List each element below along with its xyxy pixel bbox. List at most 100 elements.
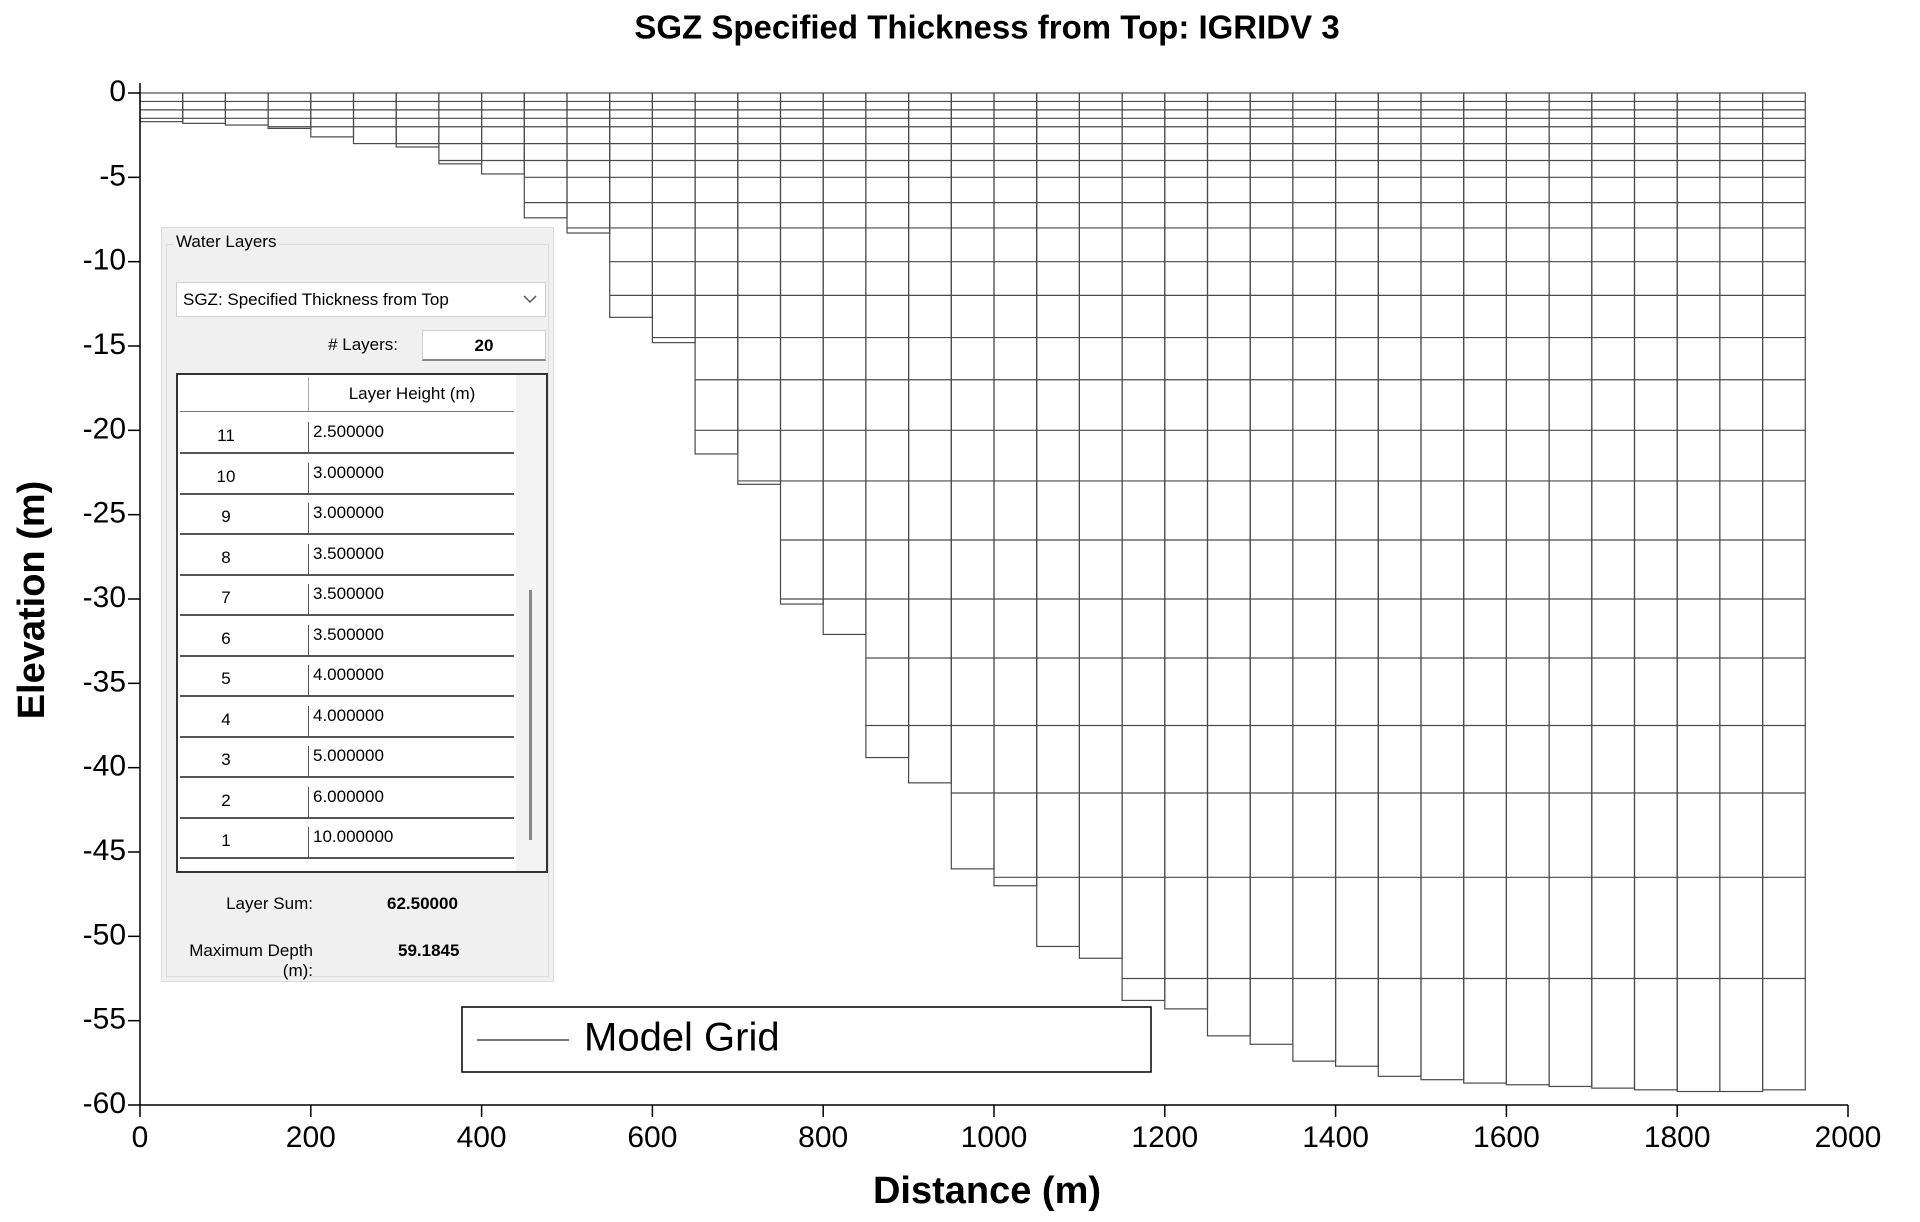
x-tick-label: 600 [627,1121,677,1154]
table-row[interactable]: 1 10.000000 [180,817,514,859]
y-tick-label: 0 [109,75,126,108]
grid-column [1292,92,1337,1062]
grid-column [779,92,824,605]
grid-column [1591,92,1636,1089]
grid-column [1334,92,1379,1067]
grid-column [651,92,696,344]
grid-column [1206,92,1251,1037]
grid-column [1036,92,1080,948]
x-tick-label: 400 [457,1121,507,1154]
max-depth-value: 59.1845 [398,941,460,960]
grid-column [139,92,184,123]
x-axis-label: Distance (m) [873,1170,1101,1212]
layer-height: 3.500000 [308,584,513,614]
y-tick-label: -55 [83,1003,126,1036]
layer-height: 5.000000 [308,746,513,776]
table-row[interactable]: 4 4.000000 [180,696,514,738]
grid-column [310,92,355,138]
y-tick-label: -30 [83,581,126,614]
group-title: Water Layers [174,232,279,252]
grid-column [1420,92,1465,1081]
x-tick-label: 1600 [1473,1121,1540,1154]
method-dropdown[interactable]: SGZ: Specified Thickness from Top [176,282,546,317]
scroll-thumb[interactable] [529,590,532,840]
table-row[interactable]: 6 3.500000 [180,615,514,657]
layer-number: 11 [217,426,235,445]
table-row[interactable]: 9 3.000000 [180,493,514,535]
table-row[interactable]: 5 4.000000 [180,655,514,697]
layer-number: 9 [221,507,231,526]
x-tick-label: 0 [132,1121,149,1154]
grid-column [566,92,611,234]
grid-column [481,92,525,175]
layer-number: 1 [221,831,231,850]
table-row[interactable]: 11 2.500000 [180,412,514,454]
grid-column [1548,92,1593,1088]
model-grid [139,92,1806,1093]
chevron [523,295,537,304]
table-header: Layer Height (m) [180,377,514,412]
legend-box [461,1006,1152,1073]
x-tick-label: 1400 [1302,1121,1369,1154]
grid-column [822,92,867,636]
grid-column [1164,92,1209,1010]
layer-height: 3.000000 [308,462,513,493]
grid-column [523,92,568,219]
table-row[interactable]: 8 3.500000 [180,534,514,576]
table-row[interactable]: 7 3.500000 [180,574,514,616]
layers-input[interactable]: 20 [422,330,546,361]
layer-number: 5 [221,669,231,688]
layer-height: 10.000000 [308,827,513,857]
y-tick-label: -15 [83,328,126,361]
layers-label: # Layers: [328,335,398,354]
layer-table: Layer Height (m) 11 2.500000 10 3.000000 9 3.… [176,373,548,873]
table-row[interactable]: 10 3.000000 [180,453,514,495]
grid-column [1676,92,1721,1093]
layer-height: 3.500000 [308,624,513,655]
grid-column [993,92,1038,887]
grid-column [1633,92,1678,1091]
header-cell: Layer Height (m) [308,377,515,411]
layer-height: 3.000000 [308,503,513,533]
layer-height: 4.000000 [308,665,513,695]
max-depth-label: Maximum Depth (m): [189,941,313,980]
y-tick-label: -25 [83,497,126,530]
grid-column [737,92,782,485]
water-layers-panel: Water Layers SGZ: Specified Thickness fr… [161,227,554,982]
x-tick-label: 1200 [1131,1121,1198,1154]
layer-sum-value: 62.50000 [387,894,458,913]
table-row[interactable]: 3 5.000000 [180,736,514,778]
layer-number: 8 [221,547,231,567]
legend-label: Model Grid [584,1016,780,1060]
y-tick-label: -60 [83,1087,126,1120]
x-tick-label: 2000 [1815,1121,1882,1154]
layer-number: 10 [216,466,236,486]
layer-number: 2 [221,790,231,810]
grid-column [267,92,312,130]
grid-column [224,92,269,126]
table-row[interactable]: 2 6.000000 [180,777,514,819]
chart-title: SGZ Specified Thickness from Top: IGRIDV… [634,9,1339,46]
layer-height: 2.500000 [308,422,513,452]
y-tick-label: -40 [83,750,126,783]
grid-column [1249,92,1294,1045]
y-tick-label: -20 [83,412,126,445]
grid-column [1463,92,1507,1084]
group-frame [166,244,549,977]
layer-number: 4 [221,709,231,729]
y-axis-label: Elevation (m) [11,481,53,720]
layer-number: 7 [221,588,231,607]
grid-column [1761,92,1806,1091]
y-tick-label: -35 [83,665,126,698]
layer-number: 6 [221,628,231,648]
layer-number: 3 [221,750,231,769]
scrollbar[interactable] [516,375,546,871]
method-text: SGZ: Specified Thickness from Top [183,290,449,309]
grid-column [1078,92,1123,959]
y-tick-label: -50 [83,918,126,951]
grid-column [1377,92,1422,1077]
layer-height: 3.500000 [308,543,513,574]
grid-column [1505,92,1550,1086]
